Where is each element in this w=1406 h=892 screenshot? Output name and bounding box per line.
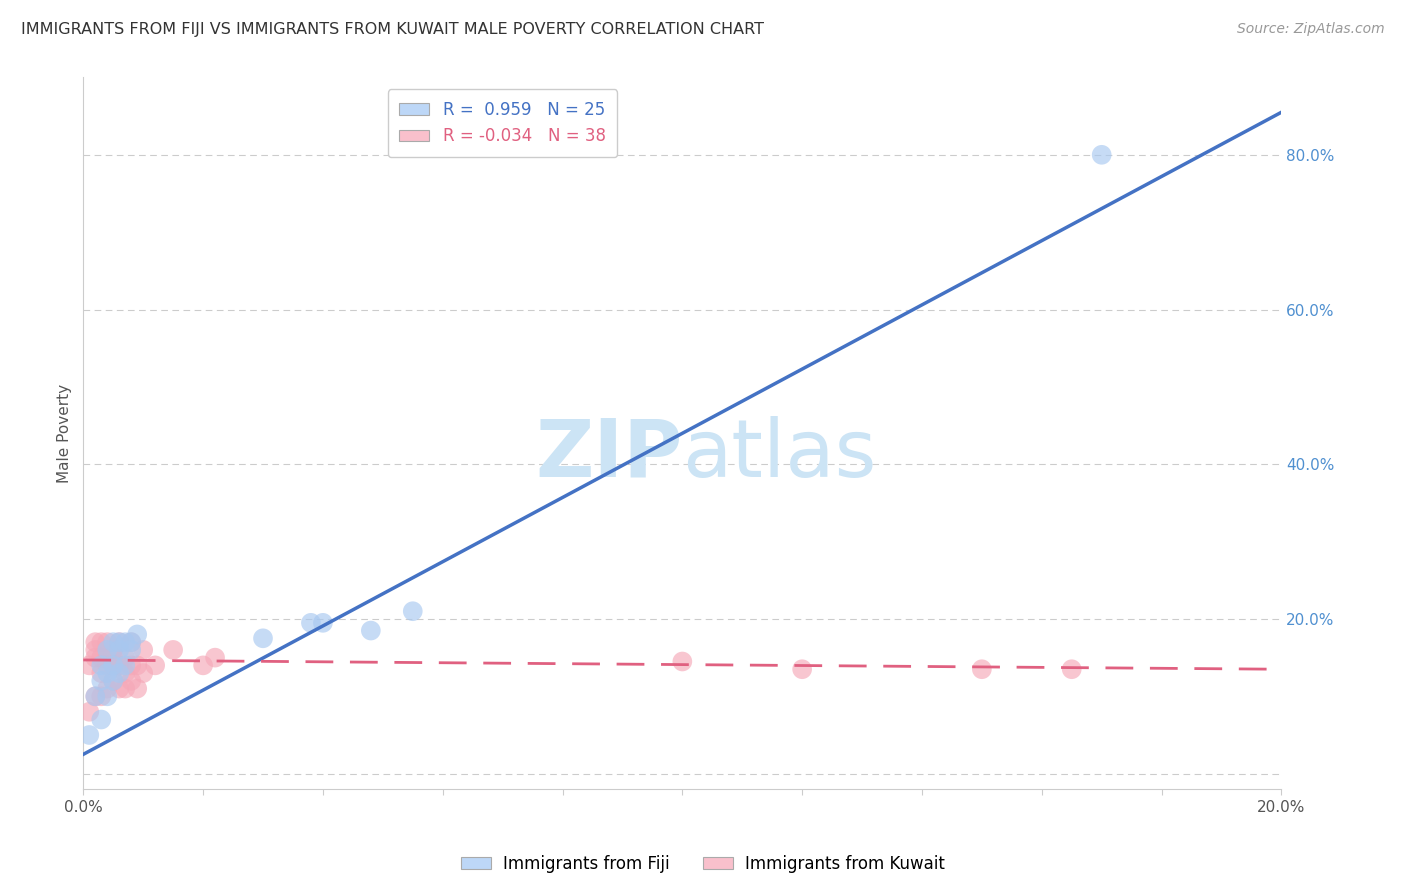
Legend: Immigrants from Fiji, Immigrants from Kuwait: Immigrants from Fiji, Immigrants from Ku… — [454, 848, 952, 880]
Point — [90, 713, 112, 727]
Point — [108, 643, 131, 657]
Point — [402, 604, 425, 618]
Point — [79, 658, 101, 673]
Point — [114, 681, 136, 696]
Point — [79, 728, 101, 742]
Point — [90, 690, 112, 704]
Point — [127, 681, 149, 696]
Point — [1091, 148, 1114, 162]
Point — [114, 650, 136, 665]
Point — [1060, 662, 1083, 676]
Point — [127, 658, 149, 673]
Point — [96, 666, 118, 681]
Point — [299, 615, 322, 630]
Point — [103, 673, 125, 688]
Point — [127, 627, 149, 641]
Point — [103, 650, 125, 665]
Point — [108, 635, 131, 649]
Point — [96, 690, 118, 704]
Point — [108, 658, 131, 673]
Point — [96, 635, 118, 649]
Point — [108, 666, 131, 681]
Text: IMMIGRANTS FROM FIJI VS IMMIGRANTS FROM KUWAIT MALE POVERTY CORRELATION CHART: IMMIGRANTS FROM FIJI VS IMMIGRANTS FROM … — [21, 22, 763, 37]
Point — [120, 643, 142, 657]
Point — [84, 643, 107, 657]
Point — [360, 624, 382, 638]
Point — [132, 643, 155, 657]
Point — [90, 666, 112, 681]
Point — [84, 635, 107, 649]
Point — [90, 673, 112, 688]
Point — [114, 666, 136, 681]
Point — [191, 658, 214, 673]
Point — [120, 658, 142, 673]
Point — [103, 673, 125, 688]
Point — [252, 632, 274, 646]
Point — [143, 658, 166, 673]
Point — [312, 615, 335, 630]
Text: ZIP: ZIP — [536, 416, 682, 493]
Point — [120, 635, 142, 649]
Point — [671, 655, 693, 669]
Point — [108, 681, 131, 696]
Point — [204, 650, 226, 665]
Point — [96, 681, 118, 696]
Point — [96, 650, 118, 665]
Point — [792, 662, 814, 676]
Text: atlas: atlas — [682, 416, 877, 493]
Point — [96, 643, 118, 657]
Point — [120, 673, 142, 688]
Point — [90, 635, 112, 649]
Point — [103, 635, 125, 649]
Point — [162, 643, 184, 657]
Point — [84, 690, 107, 704]
Text: Source: ZipAtlas.com: Source: ZipAtlas.com — [1237, 22, 1385, 37]
Point — [96, 658, 118, 673]
Point — [114, 658, 136, 673]
Point — [114, 635, 136, 649]
Point — [103, 643, 125, 657]
Point — [132, 666, 155, 681]
Legend: R =  0.959   N = 25, R = -0.034   N = 38: R = 0.959 N = 25, R = -0.034 N = 38 — [388, 89, 617, 157]
Point — [108, 635, 131, 649]
Point — [120, 635, 142, 649]
Y-axis label: Male Poverty: Male Poverty — [58, 384, 72, 483]
Point — [90, 650, 112, 665]
Point — [103, 658, 125, 673]
Point — [84, 690, 107, 704]
Point — [90, 658, 112, 673]
Point — [970, 662, 993, 676]
Point — [84, 650, 107, 665]
Point — [79, 705, 101, 719]
